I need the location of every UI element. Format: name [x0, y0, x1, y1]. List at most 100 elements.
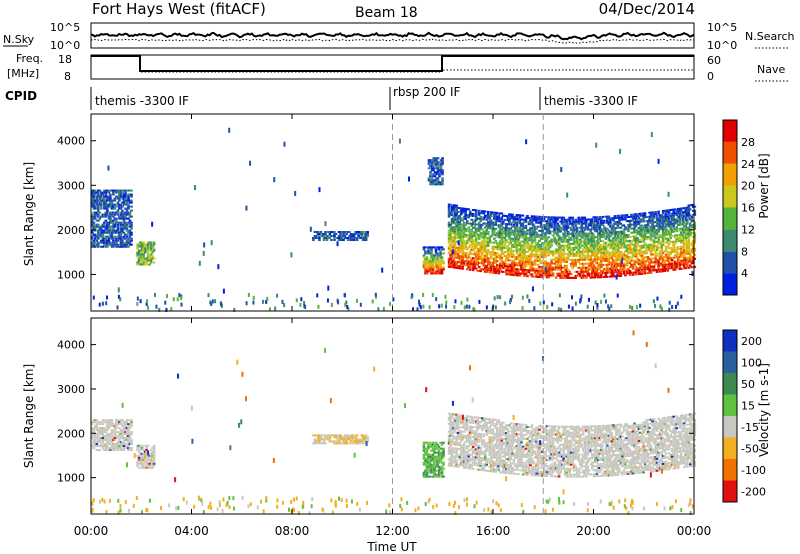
power-echo-cell: [502, 270, 505, 273]
power-echo-cell: [550, 268, 553, 271]
power-echo-cell: [491, 265, 495, 268]
power-echo-cell: [542, 270, 546, 273]
power-echo-cell: [587, 238, 591, 241]
velocity-echo-cell: [146, 464, 150, 467]
power-echo-cell: [575, 252, 579, 255]
power-echo-cell: [553, 240, 556, 243]
power-echo-cell: [524, 258, 528, 261]
power-echo-cell: [523, 236, 526, 239]
power-echo-cell: [658, 226, 662, 229]
power-echo-cell: [645, 230, 648, 233]
power-echo-cell: [343, 237, 347, 240]
power-echo-cell: [425, 258, 429, 261]
power-echo-cell: [521, 262, 525, 265]
power-echo-cell: [523, 274, 526, 277]
power-echo-cell: [526, 259, 529, 262]
power-echo-cell: [679, 209, 683, 212]
power-isolated-echo: [566, 192, 569, 198]
power-echo-cell: [476, 251, 480, 254]
velocity-echo-cell: [115, 419, 118, 422]
power-echo-cell: [517, 218, 520, 221]
power-echo-cell: [480, 236, 484, 239]
power-echo-cell: [675, 248, 679, 251]
power-echo-cell: [438, 175, 441, 178]
power-echo-cell: [584, 236, 588, 239]
power-echo-cell: [530, 251, 534, 254]
power-speckle: [494, 305, 497, 310]
velocity-echo-cell: [137, 466, 141, 469]
power-echo-cell: [624, 240, 627, 243]
power-echo-cell: [450, 246, 454, 249]
power-echo-cell: [557, 234, 561, 237]
power-echo-cell: [687, 232, 691, 235]
power-echo-cell: [91, 235, 94, 238]
noise-sky-line: [90, 31, 695, 41]
power-echo-cell: [681, 215, 685, 218]
power-echo-cell: [480, 244, 484, 247]
power-echo-cell: [625, 256, 629, 259]
power-echo-cell: [675, 252, 679, 255]
power-echo-cell: [645, 216, 648, 219]
power-speckle: [594, 300, 597, 305]
velocity-echo-cell: [349, 440, 353, 443]
power-echo-cell: [479, 228, 483, 231]
power-echo-cell: [600, 219, 603, 222]
power-echo-cell: [493, 237, 496, 240]
power-echo-cell: [604, 237, 608, 240]
power-echo-cell: [609, 231, 612, 234]
power-echo-cell: [634, 219, 638, 222]
power-echo-cell: [648, 257, 651, 260]
power-echo-cell: [471, 212, 475, 215]
power-echo-cell: [621, 224, 624, 227]
power-echo-cell: [474, 261, 478, 264]
power-echo-cell: [584, 232, 588, 235]
power-echo-cell: [691, 209, 695, 212]
power-echo-cell: [437, 272, 441, 275]
power-echo-cell: [435, 167, 438, 170]
power-echo-cell: [342, 230, 345, 234]
power-echo-cell: [125, 225, 129, 228]
power-echo-cell: [468, 234, 472, 237]
power-echo-cell: [535, 233, 538, 236]
power-echo-cell: [547, 254, 550, 257]
power-echo-cell: [551, 258, 555, 261]
power-echo-cell: [556, 228, 559, 231]
power-echo-cell: [533, 245, 537, 248]
power-speckle: [146, 299, 149, 304]
power-speckle: [178, 293, 181, 298]
power-echo-cell: [104, 207, 108, 210]
power-isolated-echo: [667, 191, 670, 197]
power-echo-cell: [574, 252, 578, 255]
velocity-echo-cell: [137, 444, 141, 447]
power-echo-cell: [477, 237, 481, 240]
power-echo-cell: [559, 250, 562, 253]
power-echo-cell: [571, 246, 574, 249]
power-echo-cell: [545, 240, 549, 243]
power-echo-cell: [103, 191, 106, 194]
power-echo-cell: [565, 244, 568, 247]
power-echo-cell: [530, 265, 534, 268]
power-echo-cell: [480, 268, 484, 271]
power-echo-cell: [687, 214, 691, 217]
power-echo-cell: [655, 270, 659, 273]
power-echo-cell: [470, 260, 473, 263]
power-echo-cell: [569, 276, 573, 279]
power-echo-cell: [652, 239, 656, 242]
power-echo-cell: [559, 246, 562, 249]
power-echo-cell: [553, 238, 556, 241]
power-echo-cell: [449, 229, 452, 232]
velocity-echo-cell: [101, 439, 105, 442]
velocity-echo-cell: [331, 440, 335, 443]
power-echo-cell: [562, 270, 565, 273]
power-speckle: [440, 303, 443, 308]
power-echo-cell: [604, 245, 608, 248]
power-echo-cell: [107, 221, 111, 224]
power-echo-cell: [100, 245, 103, 248]
power-echo-cell: [97, 241, 100, 244]
power-echo-cell: [569, 222, 573, 225]
power-echo-cell: [97, 219, 100, 222]
power-echo-cell: [493, 251, 496, 254]
power-isolated-echo: [117, 287, 120, 293]
velocity-echo-cell: [124, 447, 127, 450]
power-speckle: [145, 301, 148, 306]
